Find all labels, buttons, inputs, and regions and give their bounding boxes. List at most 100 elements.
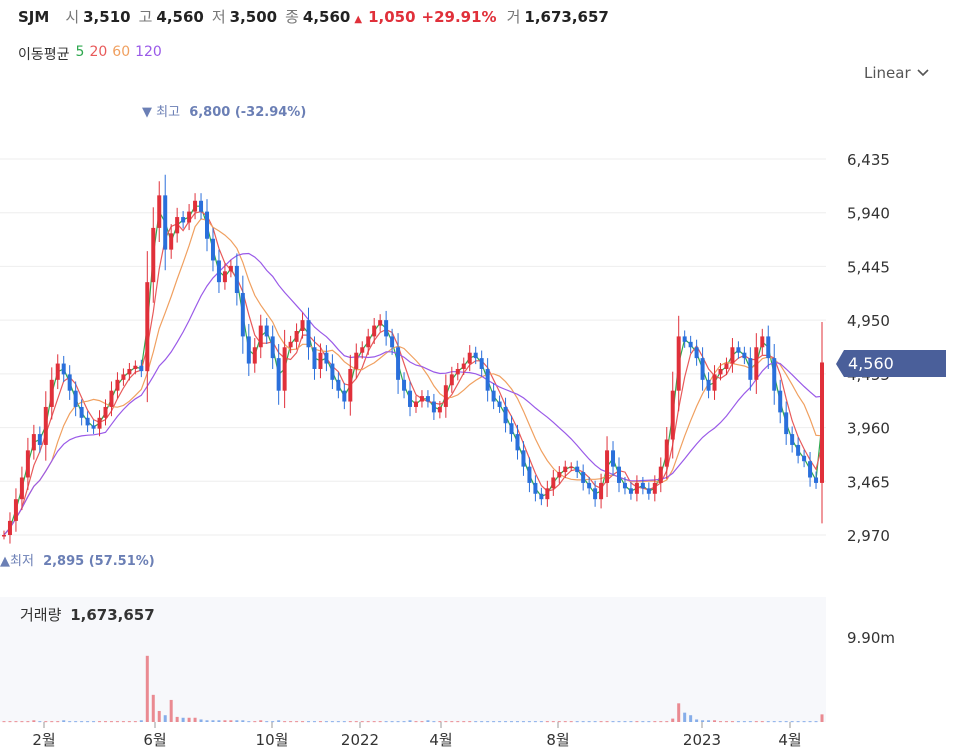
candle-body <box>515 434 520 451</box>
volume-bar <box>665 721 669 723</box>
candle-body <box>431 401 436 413</box>
candle-body <box>814 477 819 483</box>
ma-60[interactable]: 60 <box>112 44 131 60</box>
volume-bar <box>683 712 687 722</box>
volume-bar <box>402 721 406 723</box>
candle-body <box>611 450 616 467</box>
candle-body <box>425 396 430 402</box>
candle-body <box>264 325 269 337</box>
volume-bar <box>796 721 800 723</box>
moving-average-lines <box>3 205 823 536</box>
volume-bar <box>766 721 770 723</box>
volume-bar <box>438 721 442 723</box>
volume-bar <box>599 721 603 723</box>
candle-body <box>640 482 645 489</box>
y-tick-label: 3,960 <box>847 420 890 438</box>
volume-bar <box>127 721 131 723</box>
candle-body <box>145 282 150 372</box>
volume-bar <box>289 721 293 723</box>
volume-bar <box>235 720 239 722</box>
volume-bar <box>8 721 12 723</box>
scale-dropdown[interactable]: Linear <box>864 64 929 82</box>
volume-bar <box>193 717 197 722</box>
volume-bar <box>521 721 525 723</box>
candle-body <box>533 482 538 494</box>
volume-bar <box>432 721 436 723</box>
x-tick-label: 2022 <box>341 731 379 749</box>
volume-bar <box>474 721 478 723</box>
volume-bar <box>730 721 734 723</box>
volume-bar <box>593 721 597 723</box>
volume-bar <box>109 721 113 723</box>
volume-bar <box>199 719 203 722</box>
candle-body <box>366 336 371 348</box>
candle-body <box>312 347 317 369</box>
candle-body <box>521 450 526 467</box>
volume-panel-value: 1,673,657 <box>70 606 154 624</box>
candle-body <box>210 238 215 261</box>
candle-body <box>67 374 72 391</box>
grid-lines <box>0 158 826 536</box>
candle-body <box>479 358 484 369</box>
candle-body <box>276 358 281 391</box>
volume-bar <box>563 721 567 723</box>
volume-bar <box>139 720 143 722</box>
volume-bar <box>492 721 496 723</box>
volume-bar <box>187 717 191 722</box>
candle-body <box>664 439 669 467</box>
candle-body <box>240 293 245 337</box>
volume-bar <box>92 721 96 723</box>
candle-body <box>234 265 239 294</box>
candle-body <box>109 390 114 407</box>
candle-body <box>55 363 60 380</box>
volume-bar <box>545 721 549 723</box>
candle-body <box>85 417 90 426</box>
candle-body <box>682 336 687 342</box>
open-value: 3,510 <box>83 8 131 26</box>
volume-bar <box>617 721 621 723</box>
candle-body <box>557 472 562 478</box>
volume-bar <box>605 721 609 723</box>
candle-body <box>634 482 639 494</box>
volume-bar <box>217 720 221 722</box>
y-tick-label: 6,435 <box>847 151 890 169</box>
candle-body <box>175 217 180 234</box>
volume-bar <box>527 721 531 723</box>
candle-body <box>127 368 132 375</box>
volume-bar <box>426 720 430 722</box>
min-annotation: ▲최저 2,895 (57.51%) <box>0 554 155 569</box>
ma-20[interactable]: 20 <box>89 44 108 60</box>
high-value: 4,560 <box>156 8 204 26</box>
volume-bar <box>277 720 281 722</box>
volume-bar <box>647 721 651 723</box>
ma-120[interactable]: 120 <box>135 44 162 60</box>
candle-body <box>455 368 460 375</box>
volume-bar <box>396 721 400 723</box>
candle-body <box>13 499 18 521</box>
volume-bar <box>366 721 370 723</box>
volume-bar <box>581 721 585 723</box>
volume-bar <box>247 721 251 723</box>
candle-body <box>384 320 389 337</box>
volume-bar <box>748 721 752 723</box>
x-axis: 2월 6월 10월 2022 4월 8월 2023 4월 <box>32 722 802 749</box>
min-label: 최저 <box>10 554 34 569</box>
ma-5[interactable]: 5 <box>75 44 85 60</box>
moving-average-legend: 이동평균 5 20 60 120 <box>18 44 162 64</box>
x-tick-label: 2023 <box>683 731 721 749</box>
candle-body <box>599 482 604 500</box>
candle-body <box>694 347 699 359</box>
volume-bar <box>724 721 728 723</box>
volume-bar <box>515 721 519 723</box>
candle-body <box>587 482 592 489</box>
candle-body <box>820 362 824 483</box>
close-label: 종 <box>285 8 299 26</box>
candle-body <box>796 444 801 456</box>
volume-bar <box>372 721 376 723</box>
volume-bar <box>223 720 227 722</box>
candle-body <box>545 488 550 500</box>
candle-body <box>157 195 162 228</box>
candle-body <box>216 260 221 283</box>
volume-bar <box>145 655 149 722</box>
